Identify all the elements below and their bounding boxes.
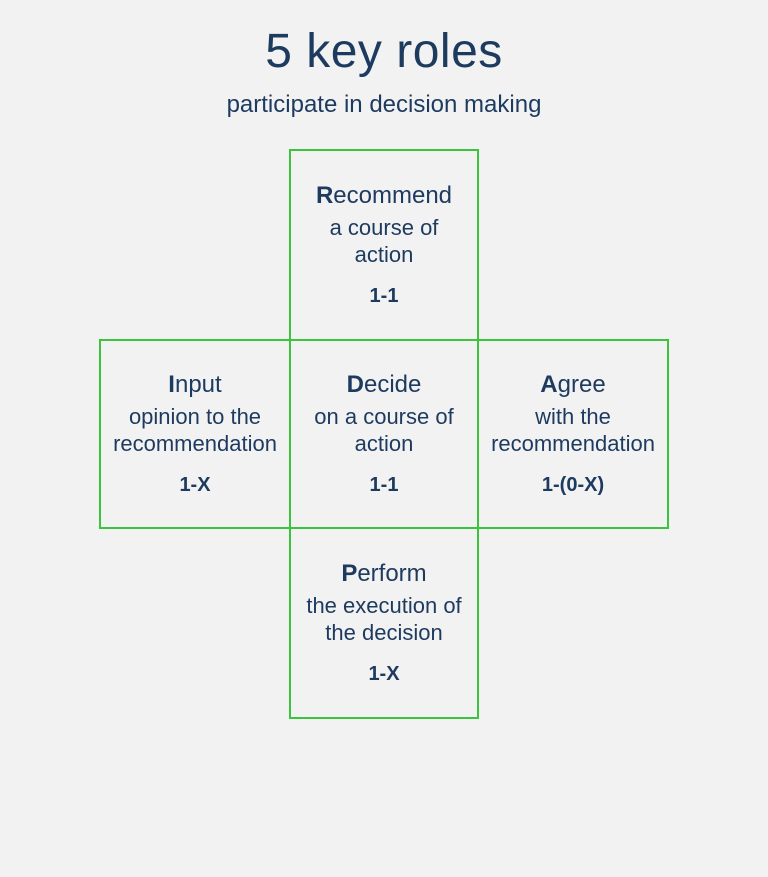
role-rest-title: erform [357, 560, 426, 587]
role-description: opinion to the recommendation [111, 403, 279, 458]
role-count: 1-1 [370, 474, 399, 497]
role-first-letter: I [168, 371, 175, 398]
main-title: 5 key roles [265, 24, 503, 79]
role-first-letter: P [341, 560, 357, 587]
blank-cell [99, 149, 289, 339]
infographic-container: 5 key roles participate in decision maki… [0, 0, 768, 877]
role-title: Input [168, 372, 221, 398]
role-count: 1-X [179, 474, 210, 497]
blank-cell [99, 529, 289, 719]
role-title: Decide [347, 372, 422, 398]
roles-grid-wrap: Recommend a course of action 1-1 Input o… [99, 149, 669, 719]
role-rest-title: ecommend [333, 182, 452, 209]
roles-grid: Recommend a course of action 1-1 Input o… [99, 149, 669, 719]
role-decide: Decide on a course of action 1-1 [289, 339, 479, 529]
role-title: Agree [540, 372, 605, 398]
role-agree: Agree with the recommendation 1-(0-X) [479, 339, 669, 529]
role-rest-title: ecide [364, 371, 421, 398]
role-count: 1-X [368, 663, 399, 686]
role-first-letter: A [540, 371, 557, 398]
subtitle: participate in decision making [227, 89, 542, 121]
role-description: with the recommendation [489, 403, 657, 458]
role-description: the execution of the decision [301, 592, 467, 647]
role-recommend: Recommend a course of action 1-1 [289, 149, 479, 339]
role-first-letter: R [316, 182, 333, 209]
blank-cell [479, 529, 669, 719]
blank-cell [479, 149, 669, 339]
role-title: Perform [341, 561, 426, 587]
role-description: on a course of action [301, 403, 467, 458]
role-description: a course of action [301, 214, 467, 269]
role-input: Input opinion to the recommendation 1-X [99, 339, 289, 529]
role-first-letter: D [347, 371, 364, 398]
role-rest-title: nput [175, 371, 222, 398]
role-title: Recommend [316, 183, 452, 209]
role-count: 1-(0-X) [542, 474, 604, 497]
role-count: 1-1 [370, 285, 399, 308]
role-perform: Perform the execution of the decision 1-… [289, 529, 479, 719]
role-rest-title: gree [558, 371, 606, 398]
